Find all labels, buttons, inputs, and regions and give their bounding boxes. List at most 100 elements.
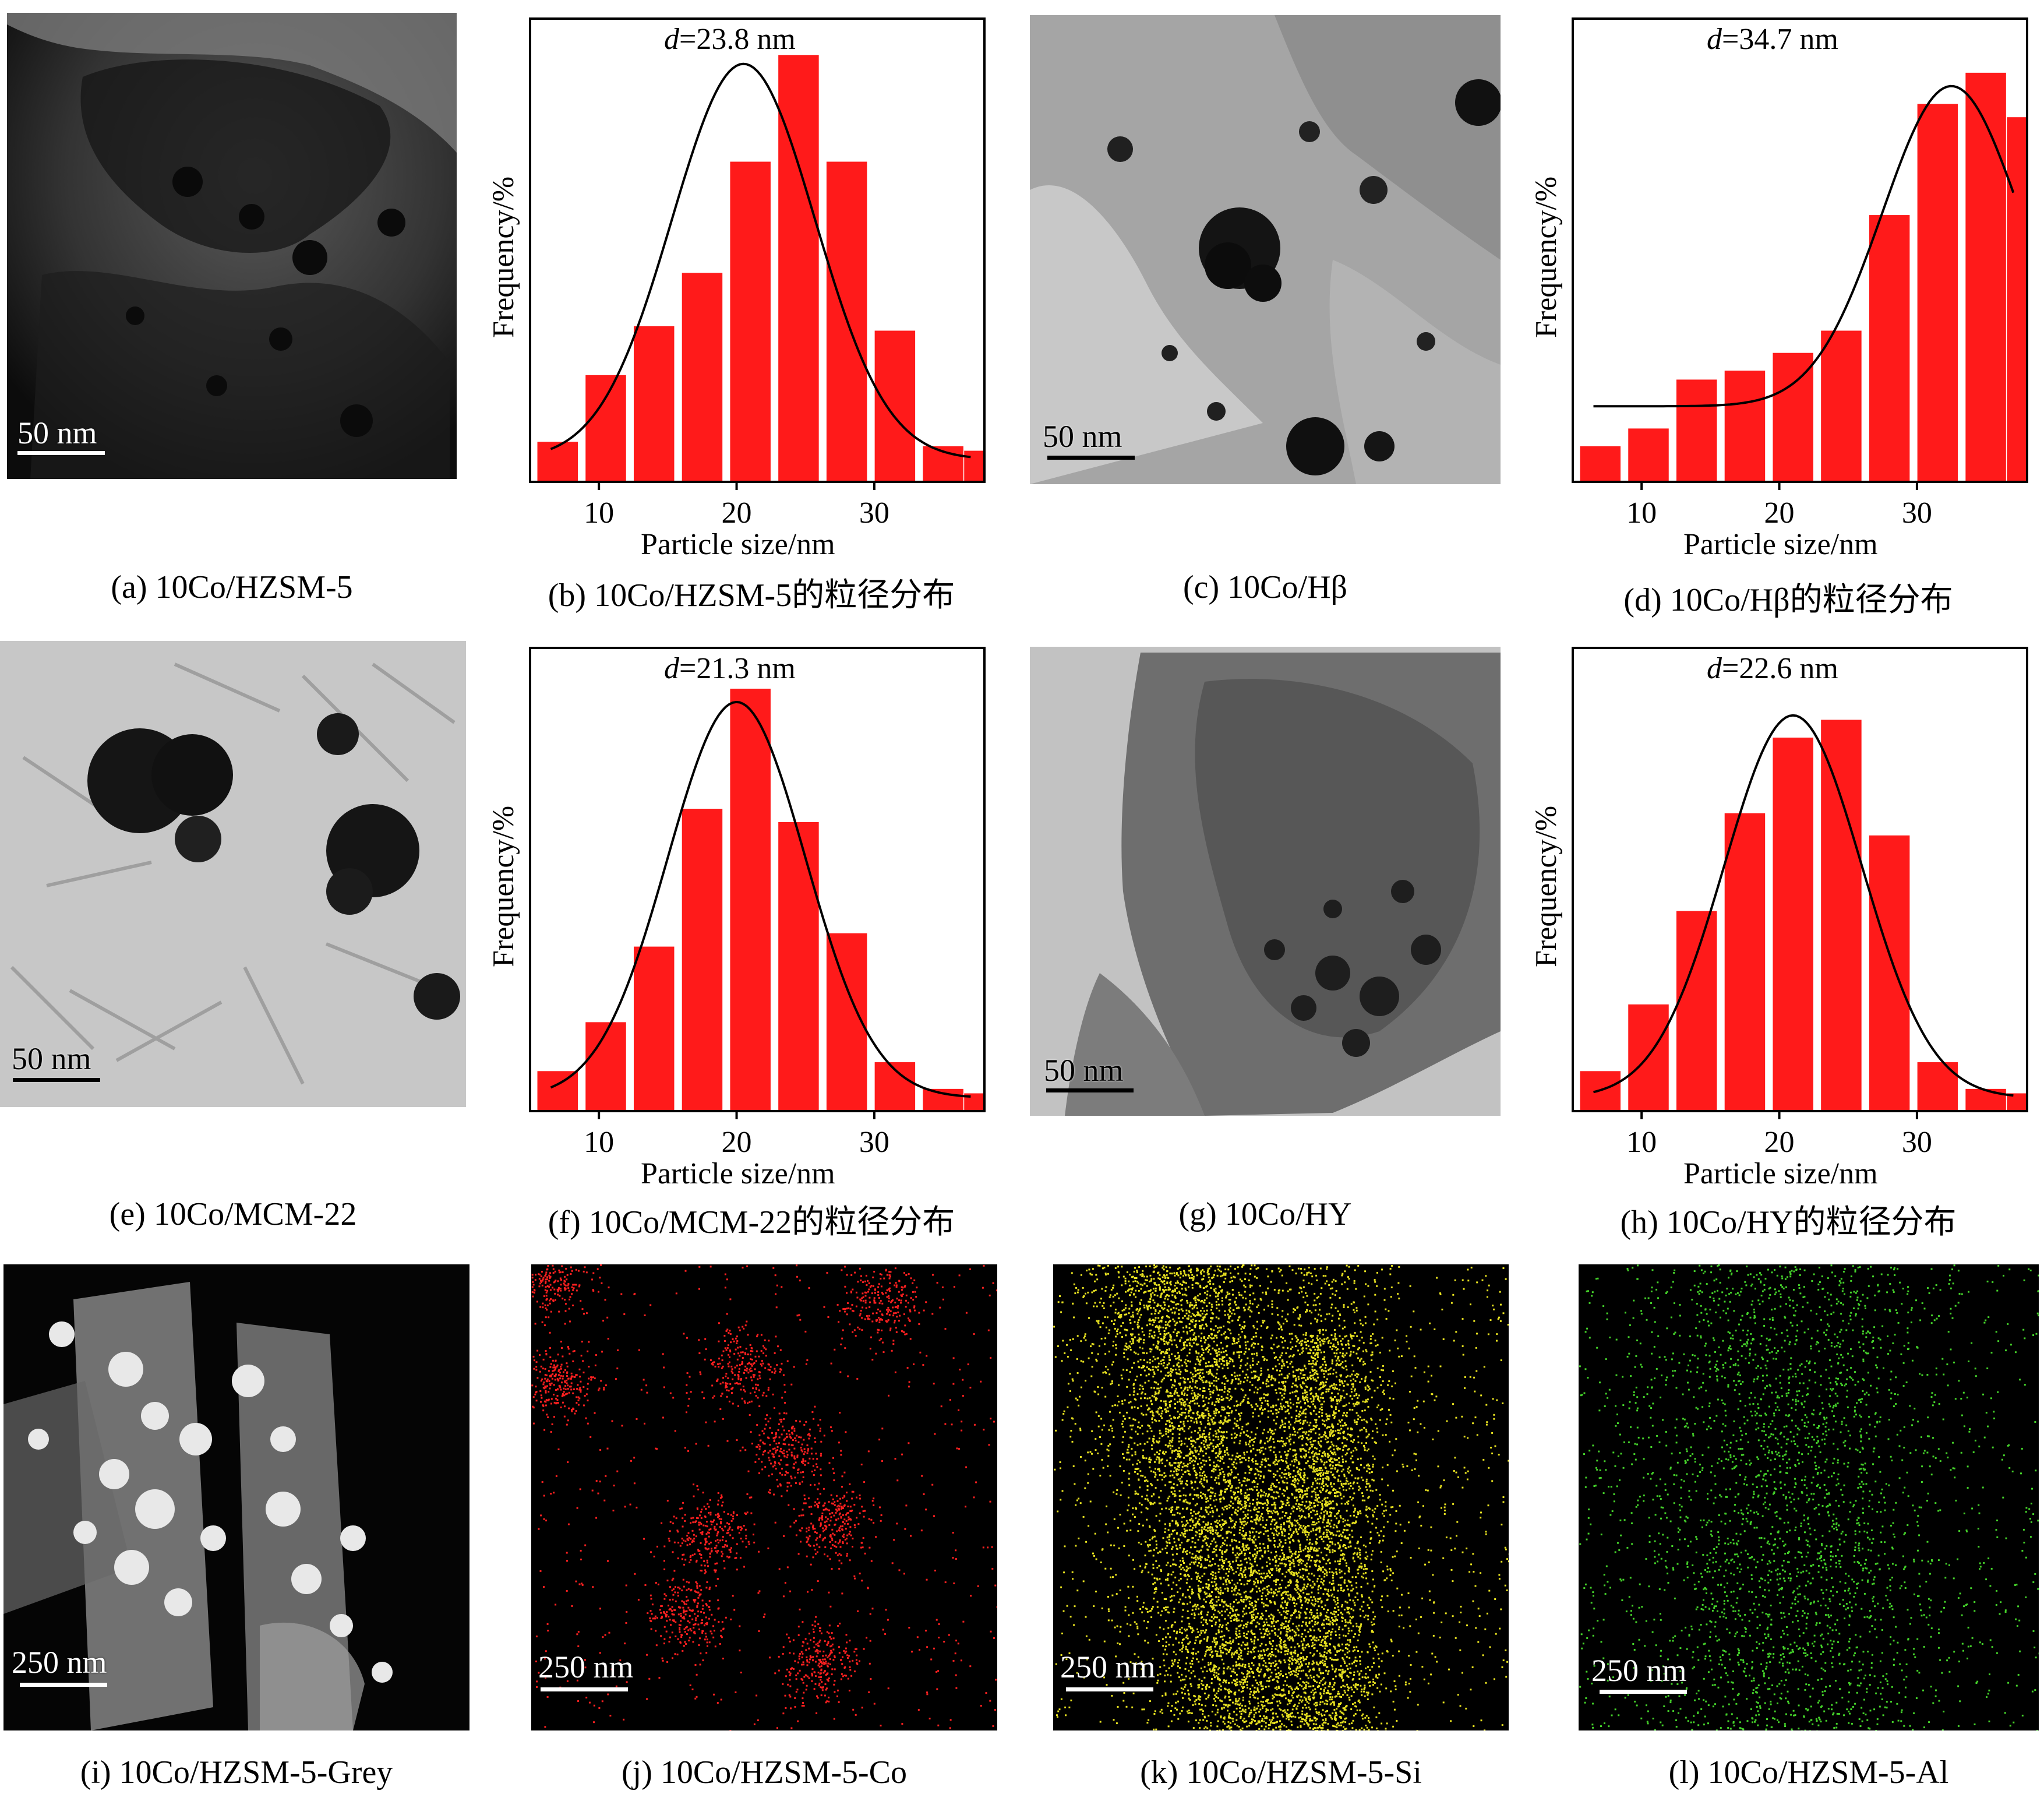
caption-j: (j) 10Co/HZSM-5-Co: [622, 1754, 907, 1791]
histogram-f: 10 20 30 Particle size/nm Frequency/% d=21.3 …: [472, 629, 996, 1212]
bar-9: [964, 450, 983, 482]
y-axis-label: Frequency/%: [1530, 805, 1563, 967]
co-dots: [531, 1264, 997, 1730]
bar-2: [1676, 911, 1717, 1111]
bar-4: [730, 688, 771, 1111]
x-tick-label-20: 20: [722, 496, 752, 530]
bar-0: [537, 442, 578, 482]
fit-curve: [1593, 84, 2015, 408]
al-dots: [1579, 1264, 2039, 1730]
histogram-d: 10 20 30 Particle size/nm Frequency/% d=34.7 …: [1515, 0, 2044, 583]
bar-1: [1628, 1004, 1669, 1111]
bar-3: [1724, 371, 1766, 482]
bar-5: [1821, 330, 1862, 482]
histogram-plot: 10 20 30: [1572, 17, 2028, 530]
bar-1: [585, 375, 626, 482]
eds-map-al-l: 250 nm: [1579, 1264, 2039, 1730]
x-tick-label-10: 10: [584, 496, 614, 530]
bar-4: [730, 161, 771, 482]
scale-bar-c: [1047, 456, 1135, 460]
x-tick-label-30: 30: [859, 1126, 889, 1159]
x-axis-label: Particle size/nm: [641, 528, 835, 561]
scale-bar-g: [1046, 1088, 1134, 1092]
bar-9: [2007, 117, 2026, 482]
bar-6: [1869, 215, 1910, 482]
x-tick-label-30: 30: [859, 496, 889, 530]
haadf-image-i: 250 nm: [3, 1264, 469, 1730]
fit-curve: [1593, 714, 2014, 1097]
x-axis-label: Particle size/nm: [1683, 1157, 1878, 1190]
tem-image-e: 50 nm: [0, 641, 466, 1107]
y-axis-label: Frequency/%: [1530, 176, 1563, 338]
scale-bar-l: [1600, 1690, 1687, 1694]
caption-c: (c) 10Co/Hβ: [1183, 569, 1347, 605]
histogram-plot: 10 20 30: [529, 17, 986, 530]
bar-3: [682, 273, 723, 482]
bar-1: [585, 1022, 626, 1111]
bar-7: [874, 330, 916, 482]
bar-5: [1821, 720, 1862, 1111]
tem-image-a: 50 nm: [7, 13, 457, 479]
scale-label-k: 250 nm: [1060, 1650, 1156, 1684]
plot-frame: [529, 17, 986, 483]
fit-curve: [550, 700, 971, 1098]
x-tick-label-10: 10: [584, 1126, 614, 1159]
bar-7: [1917, 104, 1958, 482]
si-dot-map: [1053, 1264, 1509, 1730]
bar-0: [537, 1071, 578, 1111]
bar-9: [2007, 1093, 2026, 1111]
fit-curve: [550, 62, 971, 459]
x-tick-label-30: 30: [1902, 496, 1932, 530]
scale-bar-a: [17, 451, 105, 455]
bar-1: [1628, 428, 1669, 482]
histogram-b: 10 20 30 Particle size/nm Frequency/% d=23.8 …: [472, 0, 996, 583]
mean-size-label: d=23.8 nm: [664, 23, 796, 56]
histogram-plot: 10 20 30: [1572, 647, 2028, 1159]
caption-k: (k) 10Co/HZSM-5-Si: [1140, 1754, 1422, 1791]
scale-label-g: 50 nm: [1044, 1053, 1124, 1088]
x-axis-label: Particle size/nm: [1683, 528, 1878, 561]
scale-bar-e: [13, 1078, 100, 1082]
scale-label-i: 250 nm: [12, 1645, 107, 1680]
plot-frame: [529, 647, 986, 1112]
bar-2: [633, 326, 675, 482]
eds-map-co-j: 250 nm: [531, 1264, 997, 1730]
x-tick-label-30: 30: [1902, 1126, 1932, 1159]
plot-frame: [1572, 647, 2028, 1112]
bar-4: [1773, 353, 1813, 482]
si-dots: [1053, 1264, 1509, 1730]
y-axis-label: Frequency/%: [487, 805, 520, 967]
tem-texture-c: [1030, 15, 1501, 484]
haadf-texture-i: [3, 1264, 469, 1730]
mean-size-label: d=22.6 nm: [1707, 652, 1838, 685]
caption-g: (g) 10Co/HY: [1178, 1196, 1352, 1232]
tem-texture-g: [1030, 647, 1501, 1116]
x-tick-label-10: 10: [1626, 496, 1657, 530]
caption-f: (f) 10Co/MCM-22的粒径分布: [548, 1204, 955, 1240]
bar-2: [1676, 379, 1717, 482]
plot-frame: [1572, 17, 2028, 483]
caption-i: (i) 10Co/HZSM-5-Grey: [80, 1754, 393, 1791]
bar-6: [826, 933, 867, 1111]
scale-label-c: 50 nm: [1043, 419, 1122, 454]
mean-size-label: d=34.7 nm: [1707, 23, 1838, 56]
bar-8: [1965, 72, 2006, 482]
x-tick-label-10: 10: [1626, 1126, 1657, 1159]
tem-texture-e: [0, 641, 466, 1107]
bar-2: [633, 946, 675, 1111]
bar-8: [1965, 1088, 2006, 1111]
tem-texture-a: [7, 13, 457, 479]
scale-bar-j: [541, 1687, 628, 1691]
bar-0: [1580, 446, 1621, 482]
scale-label-e: 50 nm: [12, 1041, 91, 1076]
x-tick-label-20: 20: [722, 1126, 752, 1159]
caption-e: (e) 10Co/MCM-22: [109, 1196, 357, 1232]
bar-5: [778, 55, 819, 482]
caption-d: (d) 10Co/Hβ的粒径分布: [1623, 582, 1953, 618]
scale-label-j: 250 nm: [538, 1650, 634, 1684]
caption-a: (a) 10Co/HZSM-5: [111, 569, 353, 605]
y-axis-label: Frequency/%: [487, 176, 520, 338]
bar-4: [1773, 737, 1813, 1111]
scale-label-a: 50 nm: [17, 415, 97, 450]
bar-3: [682, 809, 723, 1111]
